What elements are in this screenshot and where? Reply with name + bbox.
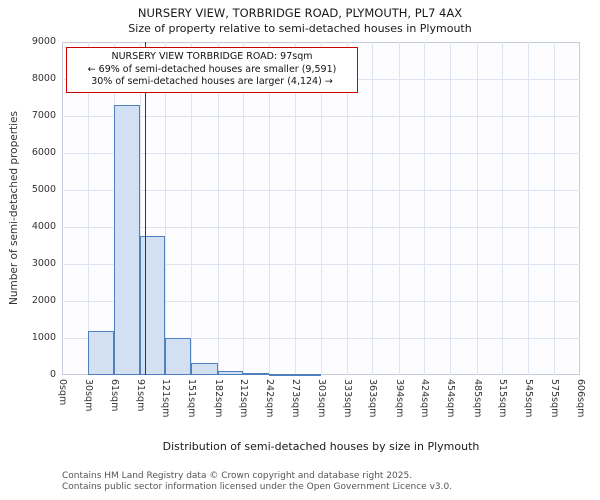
v-gridline (268, 42, 270, 375)
x-tick-label: 30sqm (82, 379, 94, 412)
chart-subtitle: Size of property relative to semi-detach… (128, 22, 472, 35)
histogram-bar (268, 373, 296, 376)
y-tick-label: 8000 (31, 73, 56, 84)
v-gridline (372, 42, 374, 375)
x-tick-label: 212sqm (238, 379, 250, 418)
y-tick-label: 2000 (31, 295, 56, 306)
y-axis-label: Number of semi-detached properties (8, 111, 20, 305)
x-tick-label: 454sqm (445, 379, 457, 418)
annotation-larger-percent: 30% of semi-detached houses are larger (… (91, 76, 333, 87)
v-gridline (139, 42, 141, 375)
x-tick-label: 575sqm (548, 379, 560, 418)
v-gridline (243, 42, 245, 375)
v-gridline (87, 42, 89, 375)
histogram-bar (165, 338, 192, 375)
v-gridline (502, 42, 504, 375)
x-tick-label: 515sqm (497, 379, 509, 418)
annotation-smaller-percent: ← 69% of semi-detached houses are smalle… (87, 63, 337, 75)
v-gridline (191, 42, 193, 375)
histogram-bar (191, 362, 218, 375)
v-gridline (450, 42, 452, 375)
x-tick-label: 242sqm (263, 379, 275, 418)
x-tick-label: 333sqm (341, 379, 353, 418)
annotation-property-size: NURSERY VIEW TORBRIDGE ROAD: 97sqm (111, 51, 313, 62)
property-size-marker-line (144, 42, 146, 375)
histogram-bar (295, 373, 321, 376)
v-gridline (295, 42, 297, 375)
x-tick-label: 61sqm (109, 379, 121, 412)
x-tick-label: 363sqm (367, 379, 379, 418)
y-tick-label: 0 (49, 369, 56, 380)
x-tick-label: 182sqm (212, 379, 224, 418)
y-tick-label: 7000 (31, 110, 56, 121)
x-tick-label: 121sqm (160, 379, 172, 418)
histogram-bar (139, 236, 166, 375)
annotation-box: NURSERY VIEW TORBRIDGE ROAD: 97sqm ← 69%… (66, 47, 358, 93)
histogram-bar (87, 330, 115, 375)
v-gridline (165, 42, 167, 375)
x-axis-label: Distribution of semi-detached houses by … (162, 440, 480, 453)
v-gridline (553, 42, 555, 375)
v-gridline (527, 42, 529, 375)
v-gridline (217, 42, 219, 375)
v-gridline (476, 42, 478, 375)
chart-title: NURSERY VIEW, TORBRIDGE ROAD, PLYMOUTH, … (137, 6, 463, 20)
v-gridline (346, 42, 348, 375)
x-tick-label: 91sqm (134, 379, 146, 412)
x-tick-label: 485sqm (471, 379, 483, 418)
x-tick-label: 424sqm (419, 379, 431, 418)
y-tick-label: 5000 (31, 184, 56, 195)
y-tick-label: 3000 (31, 258, 56, 269)
v-gridline (321, 42, 322, 375)
x-tick-label: 606sqm (575, 379, 586, 418)
x-tick-label: 0sqm (57, 379, 68, 406)
x-tick-label: 545sqm (522, 379, 534, 418)
v-gridline (424, 42, 426, 375)
histogram-bar (114, 104, 140, 375)
histogram-bar (217, 370, 244, 375)
v-gridline (398, 42, 400, 375)
x-tick-label: 303sqm (316, 379, 327, 418)
x-tick-label: 394sqm (393, 379, 405, 418)
y-tick-label: 6000 (31, 147, 56, 158)
x-tick-label: 151sqm (186, 379, 198, 418)
x-tick-label: 273sqm (290, 379, 302, 418)
footer-attribution-line-2: Contains public sector information licen… (62, 482, 453, 492)
y-tick-label: 4000 (31, 221, 56, 232)
footer-attribution-line-1: Contains HM Land Registry data © Crown c… (62, 471, 413, 481)
y-tick-label: 9000 (31, 36, 56, 47)
histogram-bar (243, 372, 269, 375)
y-tick-label: 1000 (31, 332, 56, 343)
